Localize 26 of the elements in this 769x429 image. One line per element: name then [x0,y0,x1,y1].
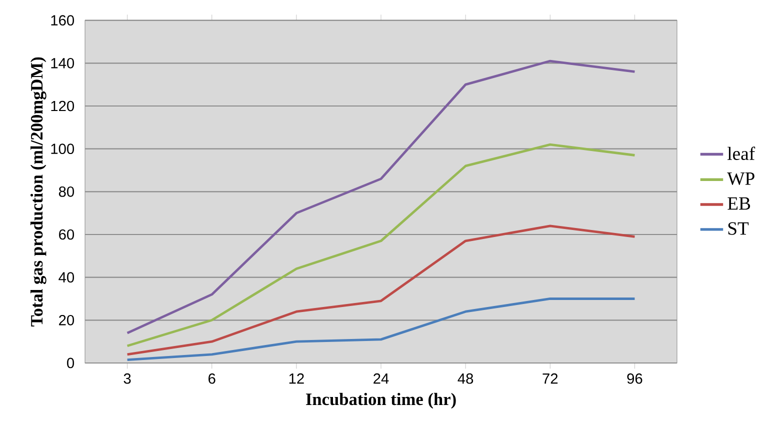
y-tick-label: 140 [51,58,74,68]
line-series [126,143,636,348]
y-axis-title: Total gas production (ml/200mgDM) [30,57,46,326]
x-tick-label: 3 [124,373,131,384]
y-tick-label: 100 [51,144,74,154]
x-tick-label: 96 [627,373,642,384]
legend-label: EB [728,197,750,210]
legend-label: WP [727,172,754,186]
x-tick-label: 48 [458,373,474,384]
y-tick-label: 80 [58,186,74,197]
legend-label: leaf [727,146,756,160]
y-tick-label: 160 [51,15,74,26]
y-tick-label: 0 [67,358,74,368]
x-axis-title: Incubation time (hr) [306,392,456,409]
y-tick-label: 60 [59,229,74,240]
x-tick-label: 12 [289,373,304,384]
y-tick-label: 40 [58,272,74,283]
y-tick-label: 20 [59,314,74,326]
legend-label: ST [728,222,749,235]
line-series [126,224,636,356]
x-tick-label: 6 [208,373,216,384]
y-tick-label: 120 [51,100,74,112]
x-tick-label: 72 [542,373,558,384]
line-series [126,60,636,334]
line-series [126,298,636,361]
x-tick-label: 24 [374,373,389,384]
